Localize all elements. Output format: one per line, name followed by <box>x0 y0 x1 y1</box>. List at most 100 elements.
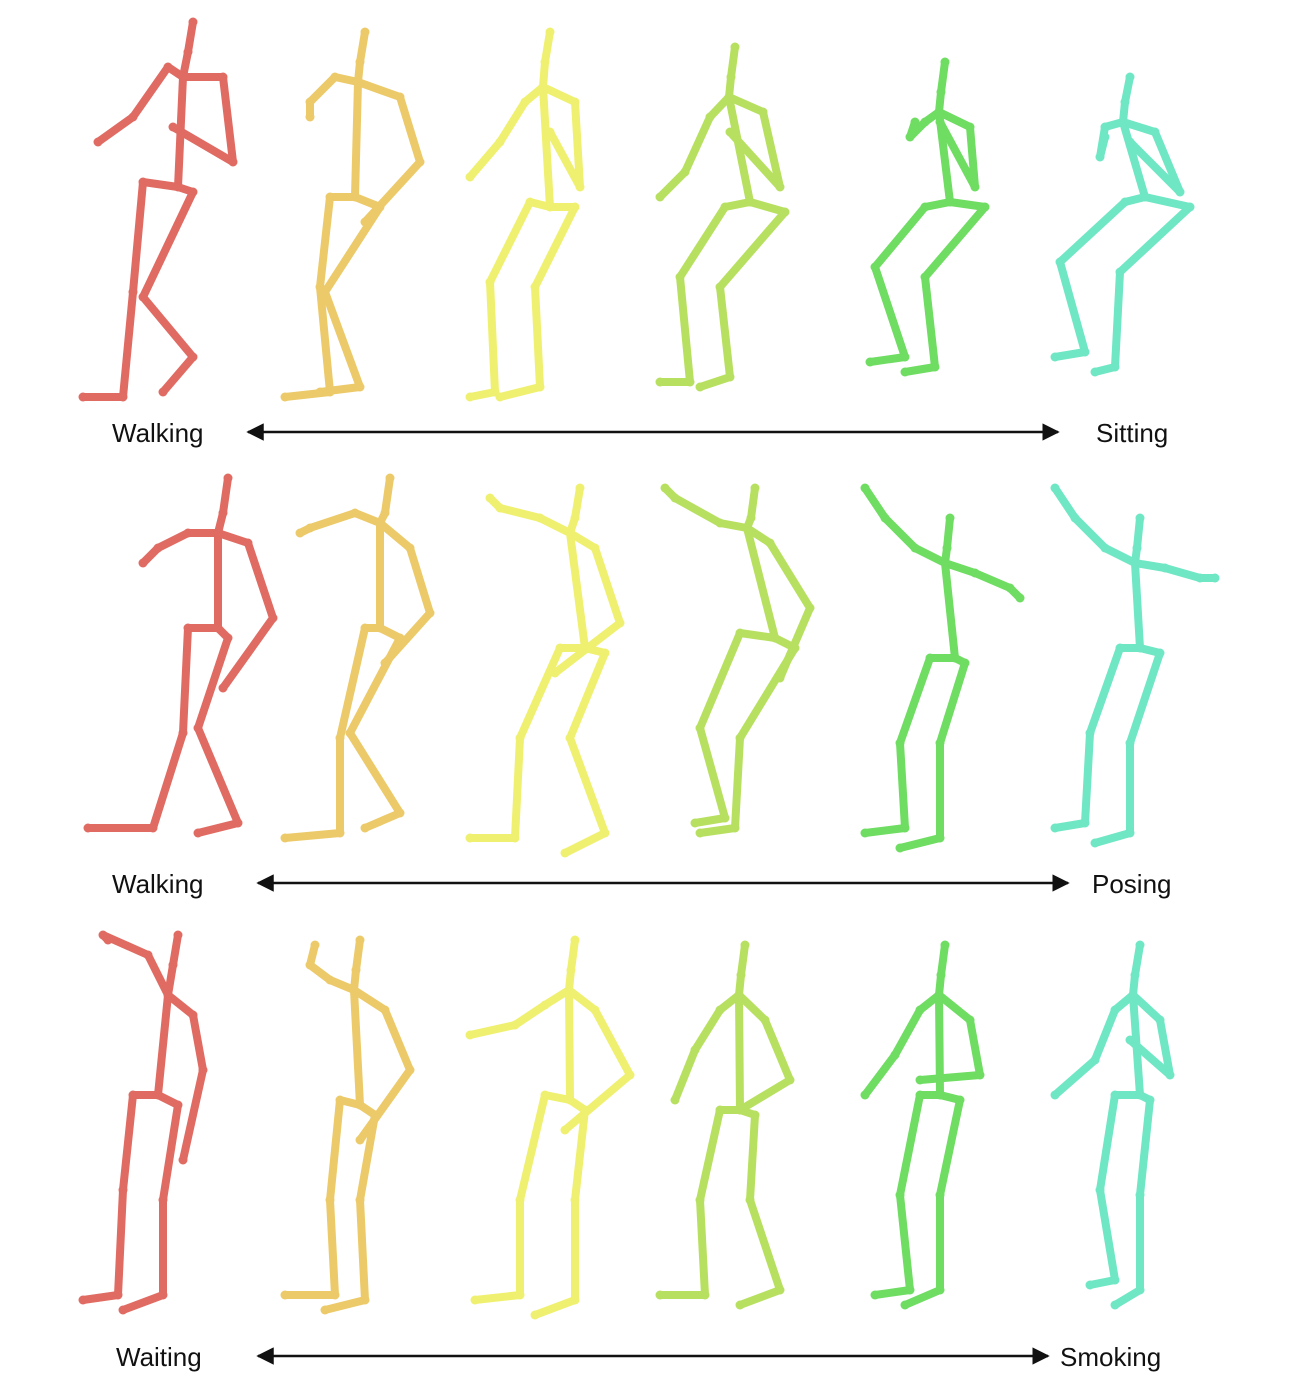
skeleton-row3-frame1 <box>78 930 208 1315</box>
row-3-start-label: Waiting <box>116 1342 202 1372</box>
bone <box>352 936 364 974</box>
joint <box>178 1155 188 1165</box>
bone <box>219 474 232 517</box>
joint <box>355 382 365 392</box>
bone <box>696 1196 709 1299</box>
bone <box>891 1006 924 1059</box>
bone <box>1071 514 1109 552</box>
bone <box>696 1106 724 1204</box>
bone <box>114 1186 127 1299</box>
skeleton-row3-frame6 <box>1050 940 1175 1310</box>
bone <box>746 198 789 216</box>
bone <box>725 93 767 116</box>
bone <box>531 203 579 291</box>
joint <box>1050 483 1060 493</box>
bone <box>149 729 187 832</box>
joint <box>1145 1095 1155 1105</box>
joint <box>745 197 755 207</box>
bone <box>681 113 714 176</box>
joint <box>168 122 178 132</box>
joint <box>305 97 315 107</box>
joint <box>936 970 946 980</box>
joint <box>935 833 945 843</box>
joint <box>758 107 768 117</box>
bone <box>696 724 729 822</box>
joint <box>965 1015 975 1025</box>
joint <box>405 1065 415 1075</box>
joint <box>570 97 580 107</box>
joint <box>655 1290 665 1300</box>
joint <box>1080 347 1090 357</box>
joint <box>1050 1090 1060 1100</box>
joint <box>395 92 405 102</box>
joint <box>895 738 905 748</box>
joint <box>934 990 944 1000</box>
bone <box>1119 118 1149 201</box>
joint <box>550 668 560 678</box>
bone <box>139 188 197 301</box>
bone <box>486 278 499 396</box>
bone <box>747 484 759 522</box>
bone <box>511 734 524 842</box>
joint <box>360 823 370 833</box>
joint <box>530 1310 540 1320</box>
bone <box>129 63 172 121</box>
joint <box>1130 558 1140 568</box>
joint <box>655 192 665 202</box>
bone <box>901 363 939 376</box>
bone <box>139 178 182 191</box>
bone <box>759 108 784 191</box>
joint <box>193 828 203 838</box>
bone <box>306 73 339 106</box>
bone <box>696 373 734 391</box>
bone <box>511 1001 549 1029</box>
joint <box>1050 352 1060 362</box>
joint <box>900 367 910 377</box>
bone <box>966 123 979 191</box>
bone <box>129 178 147 296</box>
bone <box>566 649 609 742</box>
joint <box>188 187 198 197</box>
joint <box>1110 1090 1120 1100</box>
bone <box>1156 1016 1174 1079</box>
joint <box>1195 573 1205 583</box>
bone <box>144 951 172 999</box>
joint <box>570 935 580 945</box>
joint <box>188 352 198 362</box>
bone <box>194 634 232 732</box>
bone <box>737 941 749 979</box>
joint <box>690 818 700 828</box>
bone <box>159 353 197 396</box>
joint <box>695 723 705 733</box>
joint <box>395 633 405 643</box>
joint <box>1115 267 1125 277</box>
joint <box>325 192 335 202</box>
bone <box>561 829 609 857</box>
joint <box>945 513 955 523</box>
bone <box>244 539 277 622</box>
joint <box>724 92 734 102</box>
bone <box>356 1111 379 1204</box>
joint <box>1125 72 1135 82</box>
joint <box>715 1105 725 1115</box>
bone <box>1096 1186 1119 1284</box>
joint <box>355 935 365 945</box>
bone <box>746 1196 784 1294</box>
joint <box>218 508 228 518</box>
joint <box>934 107 944 117</box>
bone <box>966 1016 984 1079</box>
joint <box>895 1190 905 1200</box>
joint <box>925 653 935 663</box>
joint <box>560 1125 570 1135</box>
joint <box>1155 648 1165 658</box>
bone <box>896 1191 914 1294</box>
skeleton-row2-frame4 <box>660 483 815 838</box>
joint <box>565 528 575 538</box>
joint <box>1155 1015 1165 1025</box>
bone <box>531 283 544 391</box>
joint <box>1110 362 1120 372</box>
bone <box>716 208 789 291</box>
joint <box>470 1295 480 1305</box>
bone <box>1131 941 1144 979</box>
bone <box>656 168 689 201</box>
